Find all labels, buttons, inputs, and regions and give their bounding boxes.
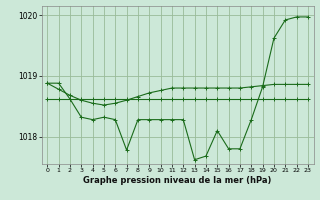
X-axis label: Graphe pression niveau de la mer (hPa): Graphe pression niveau de la mer (hPa) xyxy=(84,176,272,185)
